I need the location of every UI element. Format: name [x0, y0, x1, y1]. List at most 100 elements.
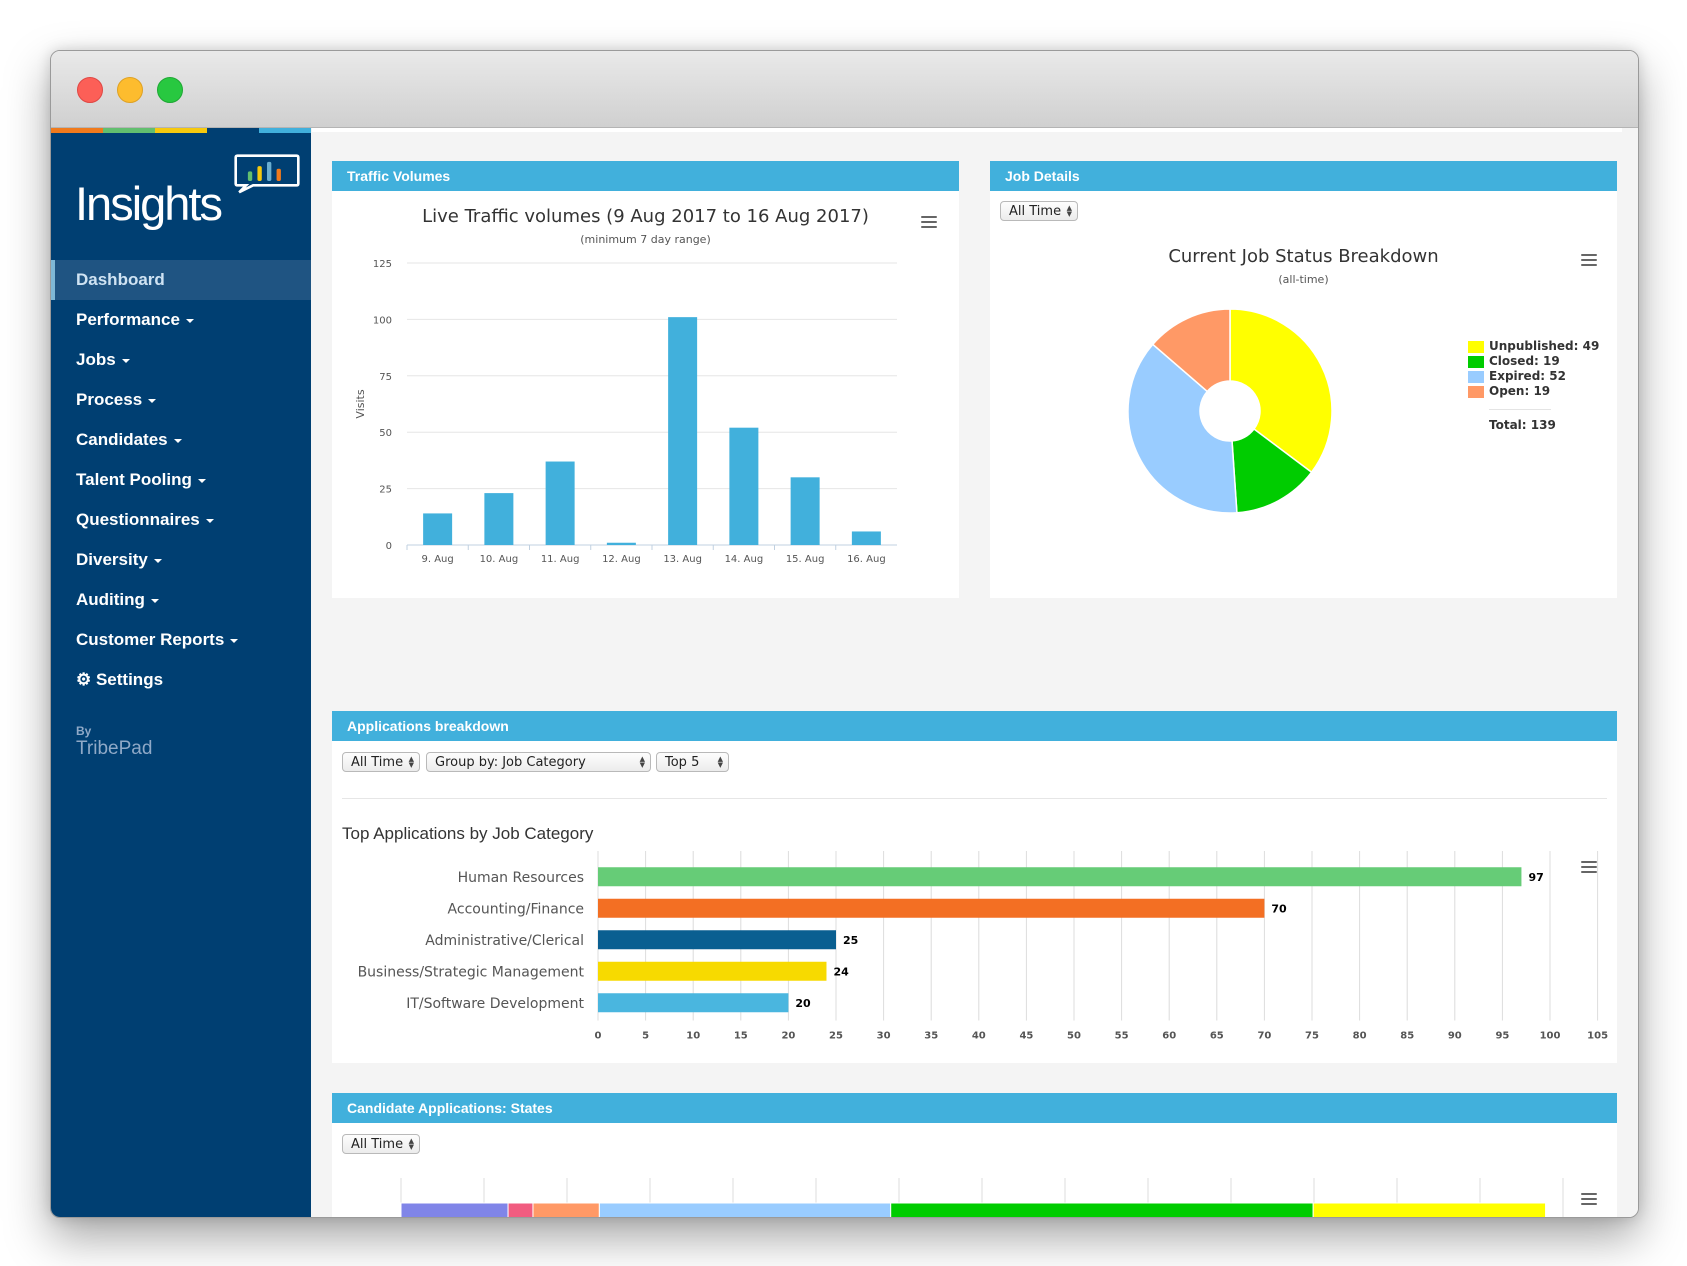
- brand-band: [155, 128, 207, 133]
- x-tick-label: 5: [642, 1031, 649, 1042]
- chevron-down-icon: [185, 318, 194, 323]
- close-window-button[interactable]: [77, 77, 103, 103]
- y-axis-label: Visits: [354, 389, 367, 418]
- bar[interactable]: [484, 493, 514, 545]
- legend-item[interactable]: Closed: 19: [1468, 354, 1599, 369]
- bar[interactable]: [598, 867, 1522, 887]
- brand-color-bands: [51, 128, 311, 133]
- data-label: 24: [833, 965, 849, 978]
- data-label: 97: [1528, 871, 1543, 884]
- vendor-name: TribePad: [76, 738, 153, 759]
- section-divider: [342, 798, 1607, 799]
- vendor-credit: By TribePad: [76, 724, 152, 760]
- chart-title: Live Traffic volumes (9 Aug 2017 to 16 A…: [422, 206, 869, 227]
- minimize-window-button[interactable]: [117, 77, 143, 103]
- chevron-down-icon: [148, 398, 157, 403]
- job-time-filter-select[interactable]: All Time ▲ ▼: [1000, 201, 1078, 221]
- stacked-segment[interactable]: [507, 1202, 534, 1218]
- pie-slice-expired[interactable]: [1127, 343, 1238, 514]
- chart-menu-icon[interactable]: [1581, 1193, 1597, 1205]
- stacked-segment[interactable]: [1312, 1202, 1547, 1218]
- bar[interactable]: [598, 898, 1265, 918]
- title-bar: [51, 51, 1638, 128]
- bar[interactable]: [598, 930, 836, 950]
- category-label: Human Resources: [458, 870, 584, 886]
- sidebar-item-dashboard[interactable]: Dashboard: [51, 260, 311, 300]
- chart-title: Current Job Status Breakdown: [1168, 246, 1439, 267]
- x-tick-label: 10: [686, 1031, 700, 1042]
- legend-total: Total: 139: [1489, 418, 1556, 432]
- sidebar-item-talent-pooling[interactable]: Talent Pooling: [51, 460, 311, 500]
- pie-slice-closed[interactable]: [1231, 427, 1313, 514]
- sidebar-item-jobs[interactable]: Jobs: [51, 340, 311, 380]
- brand-band: [207, 128, 259, 133]
- x-tick-label: 65: [1210, 1031, 1224, 1042]
- legend-item[interactable]: Open: 19: [1468, 384, 1599, 399]
- logo-bar: [257, 166, 262, 181]
- sidebar-item-label: Performance: [76, 310, 180, 329]
- stacked-segment[interactable]: [890, 1202, 1314, 1218]
- pie-legend: Unpublished: 49 Closed: 19 Expired: 52 Open…: [1468, 339, 1599, 432]
- main-content: Traffic Volumes Live Traffic volumes (9 …: [312, 128, 1638, 1217]
- sidebar-item-label: Jobs: [76, 350, 116, 369]
- bar[interactable]: [729, 427, 759, 545]
- group-by-select[interactable]: Group by: Job Category ▲ ▼: [426, 752, 651, 772]
- bar[interactable]: [606, 542, 636, 545]
- x-tick-label: 95: [1495, 1031, 1509, 1042]
- x-tick-label: 35: [924, 1031, 938, 1042]
- applications-time-filter-select[interactable]: All Time ▲ ▼: [342, 752, 420, 772]
- y-tick-label: 100: [373, 315, 392, 326]
- sidebar-item-questionnaires[interactable]: Questionnaires: [51, 500, 311, 540]
- sidebar-item-customer-reports[interactable]: Customer Reports: [51, 620, 311, 660]
- x-tick-label: 70: [1257, 1031, 1271, 1042]
- stacked-segment[interactable]: [598, 1202, 892, 1218]
- x-tick-label: 12. Aug: [602, 554, 641, 565]
- candidate-time-filter-select[interactable]: All Time ▲ ▼: [342, 1134, 420, 1154]
- bar[interactable]: [598, 993, 789, 1013]
- legend-item[interactable]: Unpublished: 49: [1468, 339, 1599, 354]
- select-value: All Time: [1009, 204, 1062, 219]
- select-value: Group by: Job Category: [435, 755, 586, 770]
- applications-breakdown-panel: Applications breakdown All Time ▲ ▼ Group…: [332, 711, 1617, 1063]
- x-tick-label: 30: [877, 1031, 891, 1042]
- x-tick-label: 10. Aug: [480, 554, 519, 565]
- legend-item[interactable]: Expired: 52: [1468, 369, 1599, 384]
- logo-text: Insights: [75, 177, 223, 230]
- sidebar-item-auditing[interactable]: Auditing: [51, 580, 311, 620]
- maximize-window-button[interactable]: [157, 77, 183, 103]
- x-tick-label: 55: [1115, 1031, 1129, 1042]
- sidebar-item-process[interactable]: Process: [51, 380, 311, 420]
- chart-menu-icon[interactable]: [1581, 861, 1597, 873]
- x-tick-label: 13. Aug: [663, 554, 702, 565]
- x-tick-label: 14. Aug: [725, 554, 764, 565]
- x-tick-label: 50: [1067, 1031, 1081, 1042]
- bar[interactable]: [668, 317, 698, 545]
- top-n-select[interactable]: Top 5 ▲ ▼: [656, 752, 729, 772]
- x-tick-label: 11. Aug: [541, 554, 580, 565]
- sidebar-item-settings[interactable]: ⚙ Settings: [51, 660, 311, 700]
- bar[interactable]: [790, 477, 820, 545]
- bar[interactable]: [851, 531, 881, 545]
- pie-slice-unpublished[interactable]: [1229, 308, 1333, 474]
- sidebar-item-diversity[interactable]: Diversity: [51, 540, 311, 580]
- chart-menu-icon[interactable]: [921, 216, 937, 228]
- select-arrows-icon: ▲ ▼: [717, 755, 723, 769]
- x-tick-label: 100: [1540, 1031, 1561, 1042]
- bar[interactable]: [545, 461, 575, 545]
- traffic-bar-chart: 0 25 50 75 100 125 Visits 9. Aug 10. Aug 11. Aug 1…: [354, 259, 897, 565]
- legend-label: Expired: 52: [1489, 369, 1566, 383]
- category-label: Business/Strategic Management: [358, 964, 585, 980]
- sidebar-nav: Dashboard Performance Jobs Process Candidate…: [51, 260, 311, 700]
- pie-slice-open[interactable]: [1151, 308, 1231, 393]
- stacked-segment[interactable]: [400, 1202, 509, 1218]
- stacked-segment[interactable]: [532, 1202, 600, 1218]
- bar[interactable]: [598, 961, 827, 981]
- bar[interactable]: [423, 513, 453, 545]
- category-label: Accounting/Finance: [448, 901, 584, 917]
- logo-bar: [247, 171, 253, 181]
- sidebar-item-performance[interactable]: Performance: [51, 300, 311, 340]
- x-tick-label: 25: [829, 1031, 843, 1042]
- chart-menu-icon[interactable]: [1581, 254, 1597, 266]
- y-tick-label: 0: [386, 541, 392, 552]
- sidebar-item-candidates[interactable]: Candidates: [51, 420, 311, 460]
